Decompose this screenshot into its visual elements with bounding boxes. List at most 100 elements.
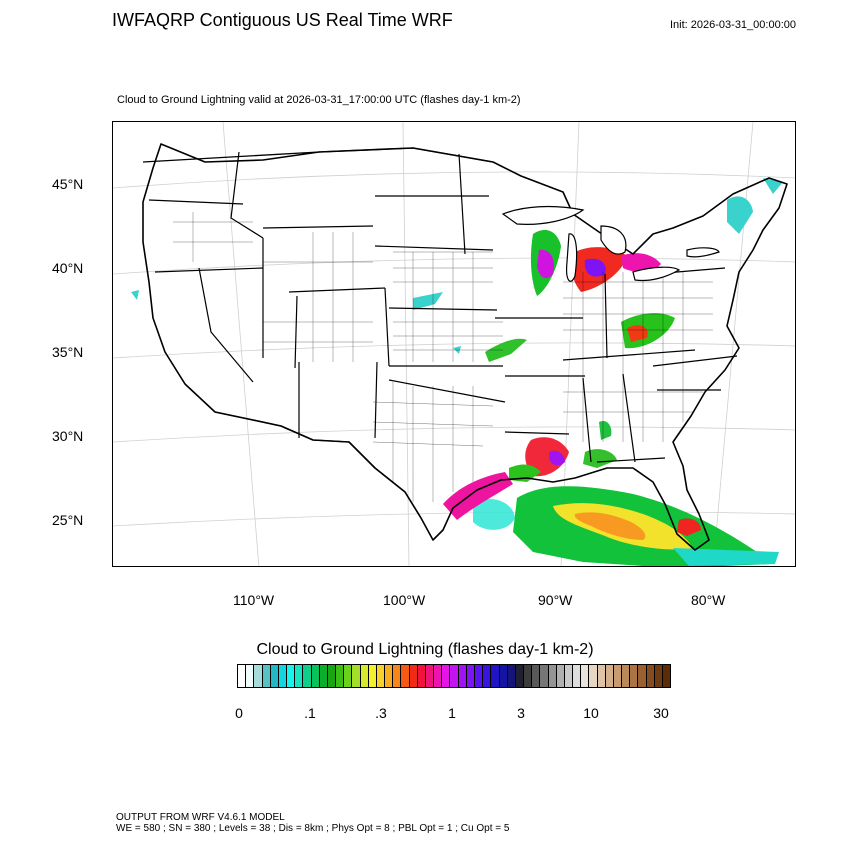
state-line-oh-in (604, 273, 608, 359)
colorbar-swatch (246, 665, 255, 687)
lat-label-40: 40°N (52, 260, 84, 276)
lightning-area-green-ia (485, 338, 527, 362)
colorbar-swatch (262, 665, 271, 687)
colorbar-swatch (327, 665, 337, 687)
state-line-ga-fl (596, 457, 666, 463)
colorbar-tick-0-3: .3 (375, 705, 387, 721)
lake-michigan (566, 233, 578, 282)
colorbar-swatch (515, 665, 525, 687)
colorbar-swatch (385, 665, 394, 687)
lightning-area-orange-gulf (574, 512, 646, 540)
lightning-area-purple-la (549, 450, 565, 466)
colorbar-tick-0: 0 (235, 705, 243, 721)
colorbar-swatch (434, 665, 443, 687)
colorbar-swatch (491, 665, 500, 687)
colorbar-tick-30: 30 (653, 705, 669, 721)
colorbar-swatch (646, 665, 655, 687)
field-valid-time-subtitle: Cloud to Ground Lightning valid at 2026-… (117, 94, 521, 106)
lightning-area-cyan-ne-vt (727, 196, 753, 234)
colorbar-title: Cloud to Ground Lightning (flashes day-1… (256, 641, 594, 658)
lake-erie (632, 266, 681, 282)
lake-superior (501, 205, 585, 225)
lightning-field-scattered (131, 178, 783, 354)
lightning-area-purple-mi (584, 258, 606, 277)
colorbar-swatch (376, 665, 386, 687)
colorbar-swatch (311, 665, 320, 687)
lightning-field-great-lakes (485, 230, 675, 362)
model-config-line: WE = 580 ; SN = 380 ; Levels = 38 ; Dis … (116, 823, 510, 834)
colorbar-swatch (450, 665, 459, 687)
colorbar-swatch (556, 665, 565, 687)
canada-border (142, 147, 494, 163)
colorbar-swatch (507, 665, 516, 687)
colorbar-swatch (360, 665, 369, 687)
county-grid-west (173, 212, 373, 362)
colorbar-swatch (287, 665, 296, 687)
conus-map-svg (113, 122, 795, 566)
state-boundaries (148, 151, 738, 463)
lightning-area-magenta-tx-coast (443, 472, 513, 520)
graticule-lon-80 (712, 122, 754, 566)
colorbar-swatch (466, 665, 475, 687)
state-line-al-ga (622, 373, 636, 463)
colorbar (237, 664, 671, 688)
boundaries (142, 143, 788, 551)
colorbar-swatch (401, 665, 410, 687)
colorbar-swatch (654, 665, 663, 687)
lightning-field-gulf-coast (443, 420, 701, 536)
lightning-area-green-ga (599, 420, 612, 440)
colorbar-swatch (458, 665, 467, 687)
colorbar-swatch (393, 665, 402, 687)
lightning-area-cyan-gulf (473, 498, 515, 530)
lat-label-30: 30°N (52, 428, 84, 444)
colorbar-swatch (270, 665, 279, 687)
county-grid-texas (372, 382, 494, 502)
colorbar-tick-1: 1 (448, 705, 456, 721)
state-line-nm-tx (374, 361, 378, 439)
colorbar-swatch (483, 665, 492, 687)
colorbar-swatch (662, 665, 671, 687)
colorbar-swatch (548, 665, 557, 687)
colorbar-swatch (368, 665, 377, 687)
colorbar-swatch (336, 665, 345, 687)
colorbar-swatch (605, 665, 614, 687)
colorbar-swatch (319, 665, 328, 687)
state-line-sd-ne (374, 245, 494, 251)
state-line-ut-co (294, 295, 298, 369)
lon-label-80w: 80°W (691, 592, 726, 608)
colorbar-swatch (532, 665, 541, 687)
state-line-or-ca-nv (154, 267, 264, 273)
lightning-area-cyan-ca (131, 290, 139, 300)
state-line-wa-or (148, 199, 244, 205)
state-line-mn-wi (458, 153, 466, 255)
colorbar-swatch (303, 665, 312, 687)
lon-label-90w: 90°W (538, 592, 573, 608)
plot-title: IWFAQRP Contiguous US Real Time WRF (112, 10, 453, 30)
map-panel (112, 121, 796, 567)
init-time-label: Init: 2026-03-31_00:00:00 (670, 19, 796, 31)
colorbar-swatch (417, 665, 426, 687)
colorbar-swatch (622, 665, 631, 687)
state-line-id-mt (230, 151, 264, 239)
colorbar-swatch (254, 665, 263, 687)
colorbar-tick-10: 10 (583, 705, 599, 721)
colorbar-swatch (344, 665, 353, 687)
state-line-ne-ks (388, 307, 498, 311)
county-boundaries (173, 212, 713, 502)
lake-ontario (686, 247, 720, 258)
lat-label-25: 25°N (52, 512, 84, 528)
model-info-footer: OUTPUT FROM WRF V4.6.1 MODEL WE = 580 ; … (116, 812, 509, 834)
lightning-area-magenta-on (621, 253, 661, 273)
colorbar-swatch (352, 665, 361, 687)
state-line-ok-tx (388, 379, 506, 403)
colorbar-swatch (442, 665, 451, 687)
colorbar-swatch (589, 665, 598, 687)
lightning-area-red-fl (677, 518, 701, 536)
graticule-lat-45 (113, 171, 795, 189)
colorbar-tick-0-1: .1 (304, 705, 316, 721)
colorbar-swatch (474, 665, 484, 687)
colorbar-swatch (573, 665, 582, 687)
state-line-va-nc (652, 355, 738, 367)
lightning-area-cyan-me (763, 178, 783, 194)
mexico-border (214, 411, 422, 519)
